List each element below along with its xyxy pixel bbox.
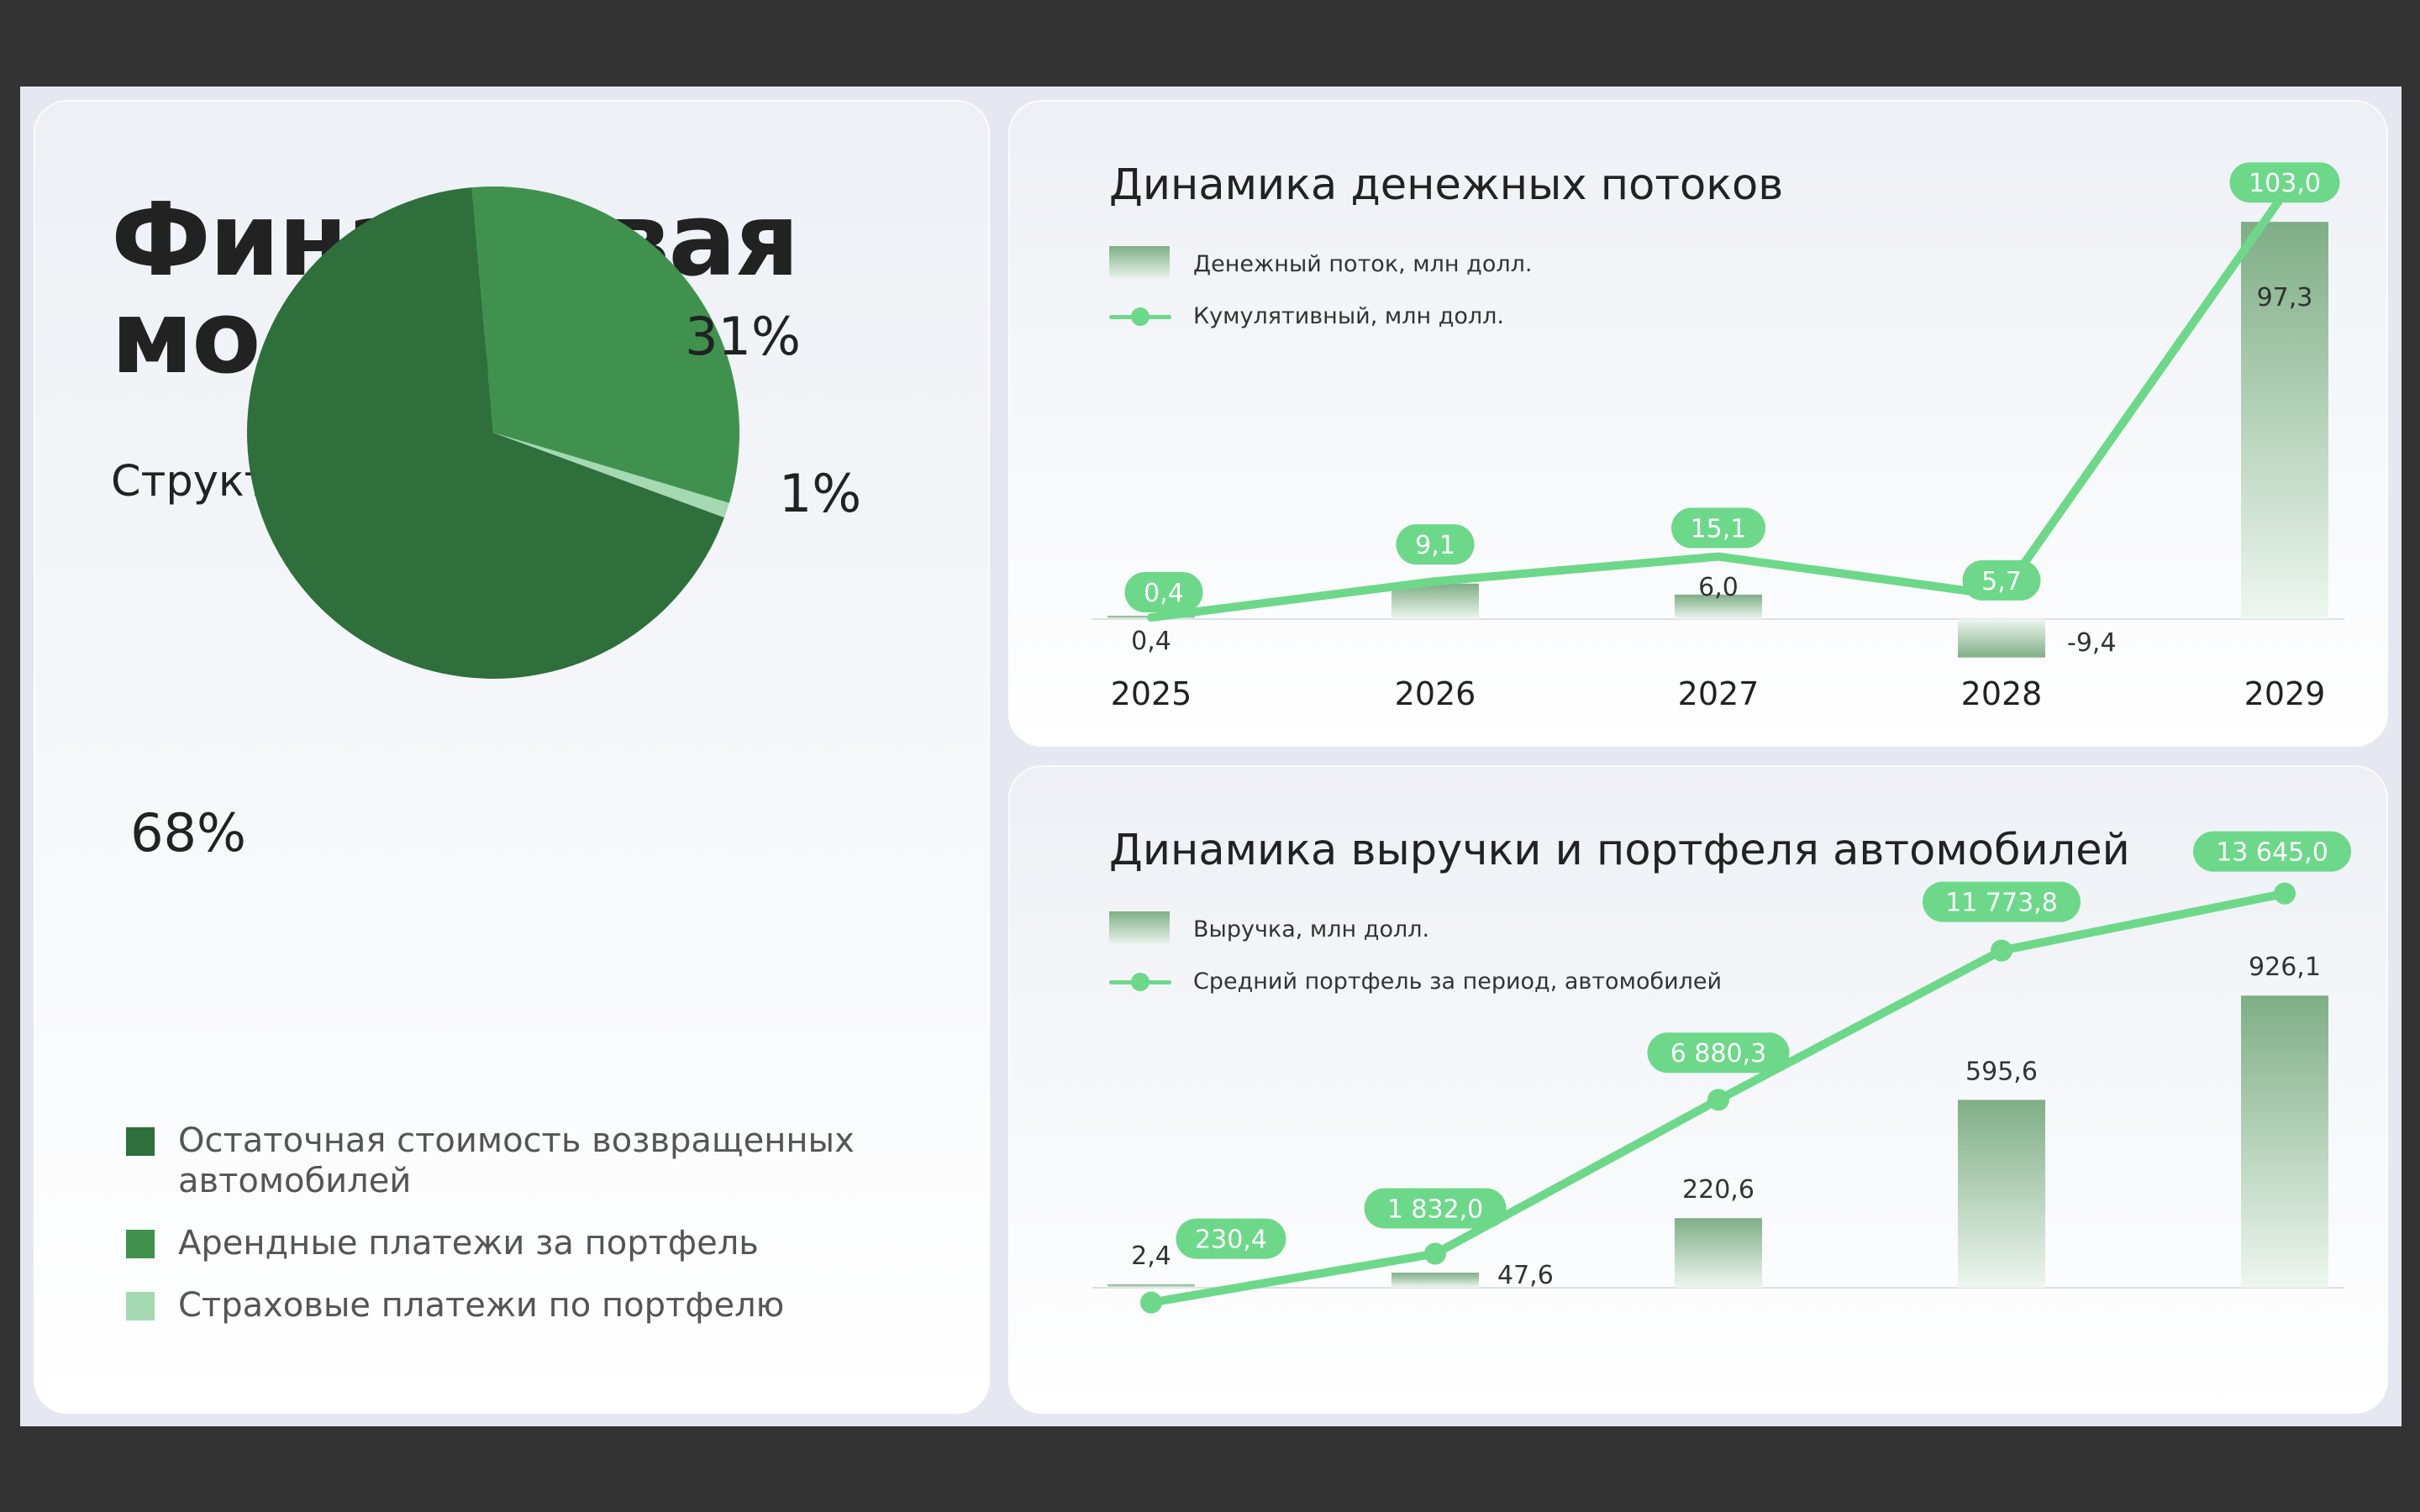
bar-swatch [1109, 911, 1170, 943]
line-value-pill [1671, 507, 1765, 549]
line-value-label: 5,7 [1981, 567, 2022, 596]
revenue-chart-title: Динамика выручки и портфеля автомобилей [1109, 826, 2130, 875]
line-point [1424, 1242, 1446, 1265]
line-value-label: 13 645,0 [2216, 838, 2328, 868]
bar-value-label: 220,6 [1682, 1175, 1754, 1205]
bar-value-label: 2,4 [1131, 1242, 1171, 1271]
bar [1107, 1284, 1195, 1288]
line-value-label: 0,4 [1144, 579, 1184, 608]
x-tick-label: 2026 [1395, 675, 1476, 712]
line-point [1991, 939, 2012, 962]
line-point [1707, 1089, 1729, 1111]
bar [1392, 1273, 1479, 1288]
bar-value-label: 926,1 [2249, 953, 2321, 982]
line-point [1140, 1291, 1162, 1314]
line-value-pill [1364, 1188, 1507, 1229]
x-tick-label: 2025 [1111, 675, 1192, 712]
legend-label-lease: Арендные платежи за портфель [178, 1224, 759, 1263]
pie-legend-item: Остаточная стоимость возвращенных автомо… [126, 1121, 882, 1201]
slice-lease-payments [471, 186, 739, 503]
line-value-pill [1124, 572, 1203, 613]
bar [1958, 1100, 2045, 1288]
revenue-legend-bar-label: Выручка, млн долл. [1193, 916, 1430, 942]
x-tick-label: 2029 [2244, 675, 2326, 712]
bar [2241, 222, 2328, 619]
cashflow-legend-line-label: Кумулятивный, млн долл. [1193, 303, 1505, 329]
slice-insurance-payments [493, 433, 729, 518]
pie-legend: Остаточная стоимость возвращенных автомо… [126, 1121, 882, 1347]
bar-swatch [1109, 246, 1170, 278]
cashflow-legend-bar-label: Денежный поток, млн долл. [1193, 251, 1533, 277]
line-swatch [1109, 307, 1171, 326]
x-tick-label: 2027 [1678, 675, 1760, 712]
slide: Финансовая модель Структура выручки 68%3… [20, 87, 2402, 1426]
revenue-pie-chart: 68% 31% 1% [130, 186, 861, 864]
pie-label-31: 31% [685, 306, 801, 367]
cashflow-card: Динамика денежных потоков Денежный поток… [1008, 100, 2388, 747]
line-value-label: 6 880,3 [1670, 1039, 1767, 1068]
line-value-label: 15,1 [1691, 515, 1747, 544]
legend-swatch-residual [126, 1127, 155, 1156]
line-value-pill [1962, 559, 2041, 601]
line-value-label: 230,4 [1195, 1226, 1267, 1255]
legend-label-insurance: Страховые платежи по портфелю [178, 1286, 785, 1325]
line-value-pill [1176, 1218, 1286, 1259]
x-tick-label: 2028 [1961, 675, 2043, 712]
bar [1675, 1218, 1762, 1288]
bar [1392, 583, 1479, 619]
legend-swatch-lease [126, 1230, 155, 1258]
legend-swatch-insurance [126, 1292, 155, 1320]
revenue-card: Динамика выручки и портфеля автомобилей … [1008, 765, 2388, 1414]
bar-value-label: 595,6 [1965, 1057, 2038, 1086]
revenue-legend-line-label: Средний портфель за период, автомобилей [1193, 969, 1723, 995]
bar-value-label: 6,0 [1698, 573, 1739, 602]
line-series [1147, 188, 2289, 622]
line-value-pill [2193, 831, 2351, 872]
line-swatch [1109, 973, 1171, 991]
financial-model-card: Финансовая модель Структура выручки 68%3… [34, 100, 990, 1414]
pie-label-1: 1% [779, 463, 861, 524]
bar-value-label: -9,4 [2067, 628, 2117, 658]
bar [2241, 995, 2328, 1288]
legend-label-residual: Остаточная стоимость возвращенных автомо… [178, 1121, 855, 1200]
line-value-label: 103,0 [2249, 169, 2321, 198]
line-value-pill [1396, 524, 1475, 565]
revenue-chart: 202520262027202820292,447,6220,6595,6926… [1092, 831, 2351, 1314]
pie-legend-item: Арендные платежи за портфель [126, 1223, 882, 1263]
line-value-label: 9,1 [1415, 531, 1455, 560]
pie-label-68: 68% [130, 802, 246, 864]
cashflow-chart-title: Динамика денежных потоков [1109, 160, 1784, 210]
slice-residual-value [246, 187, 724, 679]
bar [1958, 619, 2045, 658]
bar [1675, 594, 1762, 619]
cashflow-chart: 2025 2026 2027 2028 2029 0,4 6,0 -9,4 97,3 0,4 9,1… [1092, 162, 2344, 712]
line-point [2274, 882, 2296, 905]
line-value-pill [1923, 881, 2081, 922]
line-value-pill [1647, 1032, 1790, 1074]
pie-legend-item: Страховые платежи по портфелю [126, 1285, 882, 1326]
bar-value-label: 47,6 [1497, 1261, 1554, 1290]
line-value-label: 1 832,0 [1387, 1194, 1484, 1224]
line-value-pill [2229, 162, 2340, 203]
line-value-label: 11 773,8 [1945, 889, 2058, 918]
bar-value-label: 0,4 [1131, 627, 1171, 656]
bar-value-label: 97,3 [2257, 283, 2313, 312]
